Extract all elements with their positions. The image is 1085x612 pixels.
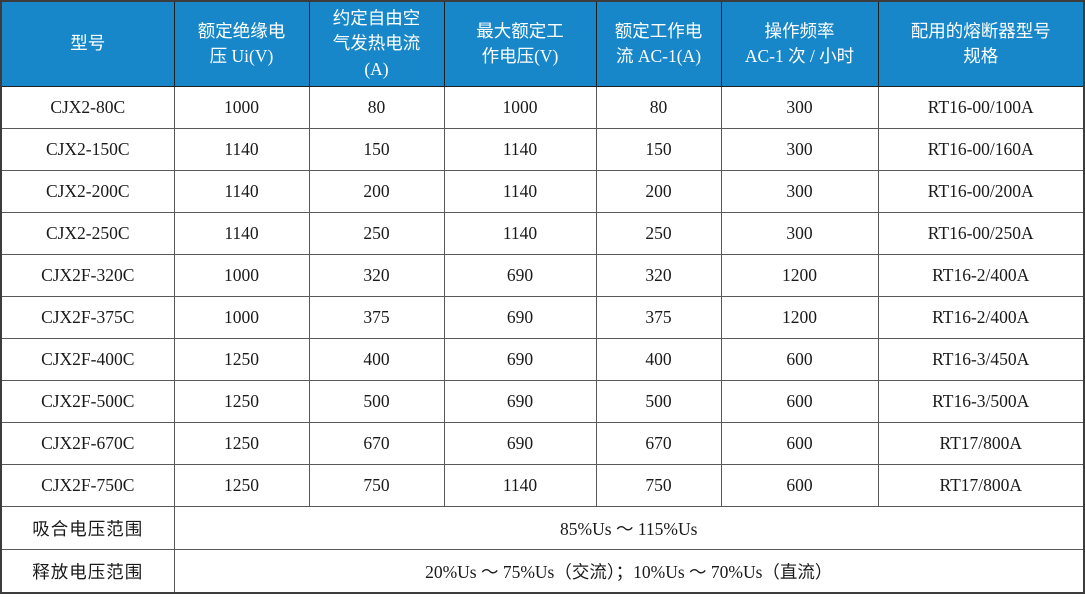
table-row: CJX2F-670C 1250 670 690 670 600 RT17/800A bbox=[0, 422, 1085, 465]
value-cell: 600 bbox=[720, 380, 879, 423]
model-cell: CJX2-150C bbox=[0, 128, 175, 171]
model-cell: CJX2F-500C bbox=[0, 380, 175, 423]
value-cell: 200 bbox=[595, 170, 722, 213]
value-cell: 375 bbox=[308, 296, 445, 339]
value-cell: RT16-00/100A bbox=[877, 86, 1085, 129]
value-cell: RT16-00/160A bbox=[877, 128, 1085, 171]
value-cell: 600 bbox=[720, 464, 879, 507]
value-cell: 150 bbox=[595, 128, 722, 171]
value-cell: 320 bbox=[595, 254, 722, 297]
value-cell: 1140 bbox=[443, 128, 597, 171]
model-cell: CJX2-250C bbox=[0, 212, 175, 255]
table-row: CJX2F-750C 1250 750 1140 750 600 RT17/800A bbox=[0, 464, 1085, 507]
value-cell: 750 bbox=[595, 464, 722, 507]
value-cell: RT17/800A bbox=[877, 464, 1085, 507]
value-cell: 600 bbox=[720, 422, 879, 465]
value-cell: 300 bbox=[720, 170, 879, 213]
table-row: CJX2F-375C 1000 375 690 375 1200 RT16-2/400A bbox=[0, 296, 1085, 339]
value-cell: 320 bbox=[308, 254, 445, 297]
value-cell: 600 bbox=[720, 338, 879, 381]
table-row: CJX2F-320C 1000 320 690 320 1200 RT16-2/400A bbox=[0, 254, 1085, 297]
value-cell: RT17/800A bbox=[877, 422, 1085, 465]
value-cell: RT16-2/400A bbox=[877, 254, 1085, 297]
table-row: CJX2F-500C 1250 500 690 500 600 RT16-3/500A bbox=[0, 380, 1085, 423]
header-model: 型号 bbox=[0, 0, 175, 87]
value-cell: 80 bbox=[308, 86, 445, 129]
value-cell: 690 bbox=[443, 422, 597, 465]
value-cell: 1250 bbox=[173, 338, 310, 381]
model-cell: CJX2F-375C bbox=[0, 296, 175, 339]
value-cell: 300 bbox=[720, 128, 879, 171]
value-cell: 500 bbox=[595, 380, 722, 423]
model-cell: CJX2F-400C bbox=[0, 338, 175, 381]
value-cell: RT16-2/400A bbox=[877, 296, 1085, 339]
value-cell: 1140 bbox=[173, 212, 310, 255]
model-cell: CJX2-80C bbox=[0, 86, 175, 129]
release-voltage-label: 释放电压范围 bbox=[0, 549, 175, 594]
header-operation-frequency: 操作频率 AC-1 次 / 小时 bbox=[720, 0, 879, 87]
value-cell: 690 bbox=[443, 380, 597, 423]
value-cell: 400 bbox=[308, 338, 445, 381]
value-cell: 250 bbox=[308, 212, 445, 255]
header-insulation-voltage: 额定绝缘电 压 Ui(V) bbox=[173, 0, 310, 87]
value-cell: 750 bbox=[308, 464, 445, 507]
table-row: CJX2-150C 1140 150 1140 150 300 RT16-00/160A bbox=[0, 128, 1085, 171]
value-cell: RT16-00/200A bbox=[877, 170, 1085, 213]
release-voltage-value: 20%Us ～ 75%Us（交流）；10%Us ～ 70%Us（直流） bbox=[173, 549, 1085, 594]
header-working-current: 额定工作电 流 AC-1(A) bbox=[595, 0, 722, 87]
header-max-working-voltage: 最大额定工 作电压(V) bbox=[443, 0, 597, 87]
value-cell: 300 bbox=[720, 86, 879, 129]
value-cell: 690 bbox=[443, 254, 597, 297]
table-row: CJX2-250C 1140 250 1140 250 300 RT16-00/250A bbox=[0, 212, 1085, 255]
value-cell: 150 bbox=[308, 128, 445, 171]
pickup-voltage-label: 吸合电压范围 bbox=[0, 506, 175, 550]
value-cell: 400 bbox=[595, 338, 722, 381]
value-cell: 1000 bbox=[173, 86, 310, 129]
contactor-spec-table: 型号 额定绝缘电 压 Ui(V) 约定自由空 气发热电流 (A) 最大额定工 作… bbox=[0, 0, 1085, 594]
value-cell: 1200 bbox=[720, 296, 879, 339]
value-cell: 1000 bbox=[173, 254, 310, 297]
value-cell: 670 bbox=[308, 422, 445, 465]
value-cell: 500 bbox=[308, 380, 445, 423]
value-cell: 1000 bbox=[443, 86, 597, 129]
value-cell: 1250 bbox=[173, 380, 310, 423]
header-fuse-spec: 配用的熔断器型号 规格 bbox=[877, 0, 1085, 87]
model-cell: CJX2F-670C bbox=[0, 422, 175, 465]
footer-row-release-voltage: 释放电压范围 20%Us ～ 75%Us（交流）；10%Us ～ 70%Us（直… bbox=[0, 549, 1085, 594]
value-cell: RT16-3/500A bbox=[877, 380, 1085, 423]
value-cell: 1000 bbox=[173, 296, 310, 339]
value-cell: RT16-00/250A bbox=[877, 212, 1085, 255]
value-cell: 1200 bbox=[720, 254, 879, 297]
value-cell: 250 bbox=[595, 212, 722, 255]
value-cell: 1250 bbox=[173, 422, 310, 465]
model-cell: CJX2F-750C bbox=[0, 464, 175, 507]
value-cell: 300 bbox=[720, 212, 879, 255]
header-row: 型号 额定绝缘电 压 Ui(V) 约定自由空 气发热电流 (A) 最大额定工 作… bbox=[0, 0, 1085, 87]
footer-row-pickup-voltage: 吸合电压范围 85%Us ～ 115%Us bbox=[0, 506, 1085, 550]
header-thermal-current: 约定自由空 气发热电流 (A) bbox=[308, 0, 445, 87]
value-cell: 1250 bbox=[173, 464, 310, 507]
value-cell: RT16-3/450A bbox=[877, 338, 1085, 381]
value-cell: 1140 bbox=[173, 128, 310, 171]
model-cell: CJX2-200C bbox=[0, 170, 175, 213]
value-cell: 80 bbox=[595, 86, 722, 129]
table-row: CJX2F-400C 1250 400 690 400 600 RT16-3/450A bbox=[0, 338, 1085, 381]
table-body: CJX2-80C 1000 80 1000 80 300 RT16-00/100A CJX2-… bbox=[0, 86, 1085, 507]
model-cell: CJX2F-320C bbox=[0, 254, 175, 297]
value-cell: 200 bbox=[308, 170, 445, 213]
table-footer: 吸合电压范围 85%Us ～ 115%Us 释放电压范围 20%Us ～ 75%… bbox=[0, 506, 1085, 594]
value-cell: 1140 bbox=[173, 170, 310, 213]
value-cell: 1140 bbox=[443, 170, 597, 213]
table-header: 型号 额定绝缘电 压 Ui(V) 约定自由空 气发热电流 (A) 最大额定工 作… bbox=[0, 0, 1085, 87]
value-cell: 690 bbox=[443, 338, 597, 381]
value-cell: 690 bbox=[443, 296, 597, 339]
value-cell: 1140 bbox=[443, 464, 597, 507]
pickup-voltage-value: 85%Us ～ 115%Us bbox=[173, 506, 1085, 550]
table-row: CJX2-80C 1000 80 1000 80 300 RT16-00/100A bbox=[0, 86, 1085, 129]
value-cell: 670 bbox=[595, 422, 722, 465]
value-cell: 1140 bbox=[443, 212, 597, 255]
value-cell: 375 bbox=[595, 296, 722, 339]
table-row: CJX2-200C 1140 200 1140 200 300 RT16-00/200A bbox=[0, 170, 1085, 213]
